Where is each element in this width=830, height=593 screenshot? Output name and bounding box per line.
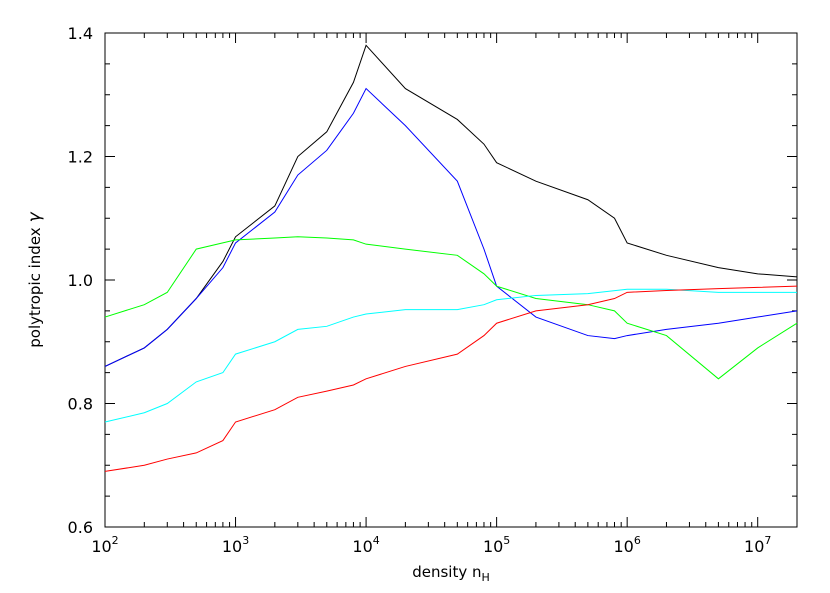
x-axis-label: density nH [412, 563, 490, 584]
tick-labels: 102 103 104 105 106 107 0.6 0.8 1.0 1.2 1.4 [68, 24, 772, 556]
x-axis-label-sub: H [482, 571, 490, 584]
y-tick-label: 0.8 [68, 395, 93, 414]
x-tick-label: 107 [744, 534, 771, 556]
plot-frame [104, 32, 798, 528]
x-tick-label: 104 [352, 534, 379, 556]
x-tick-label: 106 [613, 534, 640, 556]
y-tick-label: 0.6 [68, 518, 93, 537]
series-line-2 [104, 87, 798, 367]
y-tick-label: 1.0 [68, 271, 93, 290]
series-group [104, 44, 798, 472]
x-tick-label: 103 [222, 534, 249, 556]
y-tick-label: 1.4 [68, 24, 93, 43]
y-axis-label-symbol: γ [25, 211, 45, 222]
series-line-4 [104, 288, 797, 423]
x-tick-label: 105 [483, 534, 510, 556]
y-tick-label: 1.2 [68, 148, 93, 167]
series-line-5 [104, 285, 798, 472]
axis-ticks [104, 32, 798, 528]
x-axis-label-main: density n [412, 563, 481, 581]
y-axis-label-main: polytropic index [26, 227, 44, 348]
series-line-1 [104, 44, 798, 367]
x-tick-label: 102 [91, 534, 118, 556]
series-line-3 [104, 236, 798, 380]
y-axis-label: polytropic index γ [25, 211, 45, 347]
